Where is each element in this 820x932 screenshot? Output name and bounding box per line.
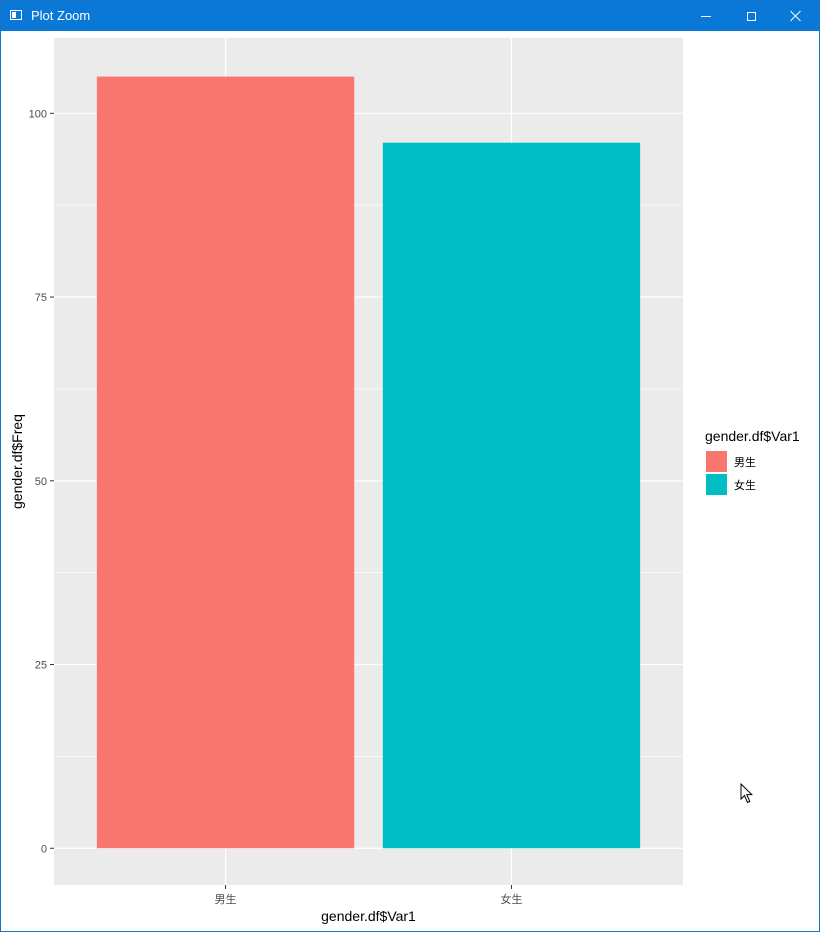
minimize-icon	[701, 15, 711, 17]
close-button[interactable]	[773, 1, 819, 31]
minimize-button[interactable]	[683, 1, 729, 31]
y-axis-title: gender.df$Freq	[9, 414, 25, 509]
bars	[96, 76, 641, 849]
legend-label-1: 男生	[734, 455, 756, 469]
close-icon	[790, 10, 802, 22]
y-tick-label: 50	[35, 476, 47, 488]
plot-window-icon	[10, 10, 22, 20]
legend-title: gender.df$Var1	[705, 428, 800, 444]
x-axis-ticks: 男生 女生	[215, 885, 522, 906]
bar-1	[96, 76, 355, 849]
title-bar[interactable]: Plot Zoom	[1, 1, 819, 31]
y-tick-label: 0	[41, 843, 47, 855]
maximize-button[interactable]	[728, 1, 774, 31]
x-tick-label: 男生	[215, 892, 237, 906]
y-tick-label: 75	[35, 292, 47, 304]
legend-label-2: 女生	[734, 478, 756, 492]
legend-key-1	[706, 451, 727, 472]
y-tick-label: 25	[35, 660, 47, 672]
x-tick-label: 女生	[500, 892, 522, 906]
x-axis-title: gender.df$Var1	[321, 908, 416, 924]
y-axis-ticks: 0 25 50 75 100	[29, 108, 54, 855]
bar-2	[382, 142, 641, 849]
y-tick-label: 100	[29, 108, 47, 120]
maximize-icon	[746, 11, 756, 21]
legend-key-2	[706, 474, 727, 495]
window-title: Plot Zoom	[31, 8, 91, 23]
mouse-cursor-icon	[740, 783, 754, 804]
